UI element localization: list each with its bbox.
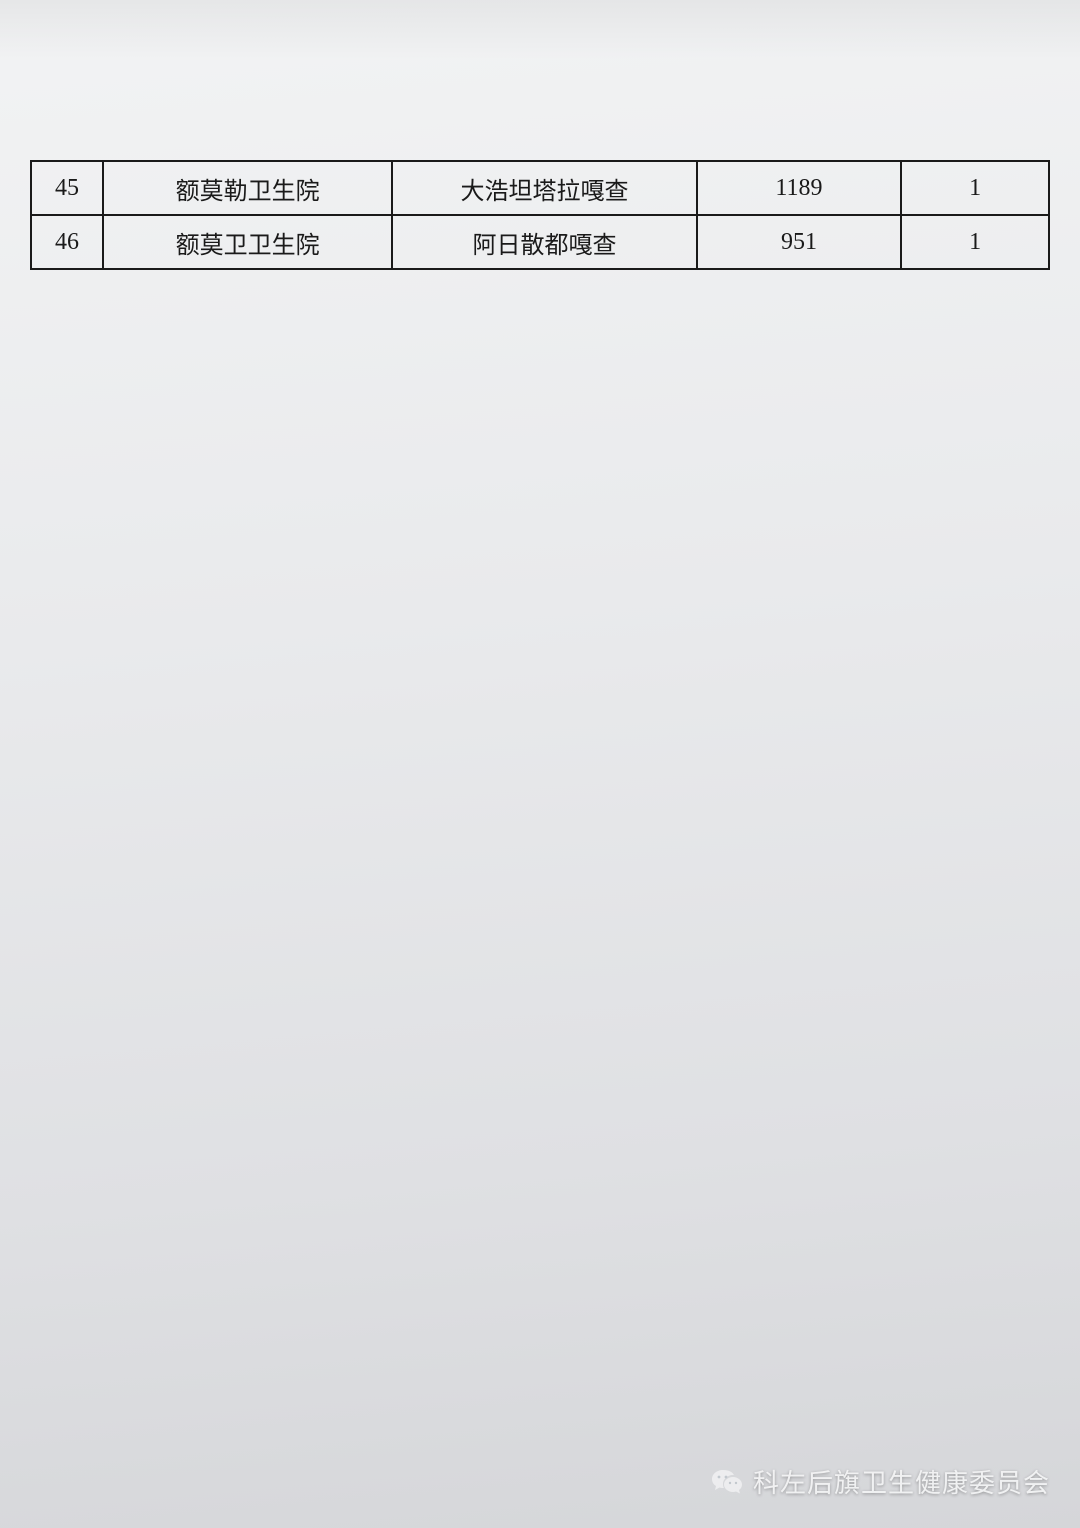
cell-count: 1 [901,161,1049,215]
cell-population: 1189 [697,161,902,215]
page-shadow-top [0,0,1080,60]
table-row: 45 额莫勒卫生院 大浩坦塔拉嘎查 1189 1 [31,161,1049,215]
cell-hospital: 额莫勒卫生院 [103,161,392,215]
table-row: 46 额莫卫卫生院 阿日散都嘎查 951 1 [31,215,1049,269]
cell-location: 大浩坦塔拉嘎查 [392,161,696,215]
document-page: 45 额莫勒卫生院 大浩坦塔拉嘎查 1189 1 46 额莫卫卫生院 阿日散都嘎… [0,0,1080,1528]
wechat-icon [711,1466,743,1498]
watermark: 科左后旗卫生健康委员会 [711,1463,1050,1500]
data-table: 45 额莫勒卫生院 大浩坦塔拉嘎查 1189 1 46 额莫卫卫生院 阿日散都嘎… [30,160,1050,270]
cell-hospital: 额莫卫卫生院 [103,215,392,269]
cell-location: 阿日散都嘎查 [392,215,696,269]
cell-row-number: 45 [31,161,103,215]
data-table-container: 45 额莫勒卫生院 大浩坦塔拉嘎查 1189 1 46 额莫卫卫生院 阿日散都嘎… [30,160,1050,270]
cell-population: 951 [697,215,902,269]
watermark-text: 科左后旗卫生健康委员会 [753,1463,1050,1500]
cell-row-number: 46 [31,215,103,269]
cell-count: 1 [901,215,1049,269]
